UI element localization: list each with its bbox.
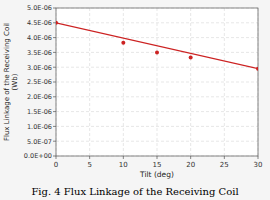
grid-line (56, 37, 258, 38)
line (56, 23, 258, 69)
tick-mark (224, 156, 225, 159)
chart: 0 5 10 15 20 25 30 0.0E+00 5.0E-07 1.0E-06 1.5E-06… (0, 0, 270, 200)
point (256, 67, 258, 71)
tick-label: 4.5E-06 (27, 19, 52, 27)
tick-mark (53, 111, 56, 112)
tick-mark (53, 22, 56, 23)
tick-mark (53, 8, 56, 9)
tick-label: 5.0E-07 (27, 138, 52, 146)
plot-area (56, 8, 258, 156)
tick-mark (190, 156, 191, 159)
tick-label: 30 (254, 161, 263, 169)
tick-label: 3.5E-06 (27, 49, 52, 57)
tick-mark (56, 156, 57, 159)
tick-label: 5 (87, 161, 91, 169)
plot-frame (56, 8, 258, 156)
grid-line (56, 22, 258, 23)
tick-label: 10 (119, 161, 128, 169)
grid-line (56, 111, 258, 112)
tick-mark (53, 67, 56, 68)
tick-label: 2.5E-06 (27, 78, 52, 86)
grid-line (56, 126, 258, 127)
title: Fig. 4 Flux Linkage of the Receiving Coi… (31, 186, 238, 197)
grid-line (56, 96, 258, 97)
point (189, 55, 193, 59)
tick-mark (53, 141, 56, 142)
tick-mark (53, 156, 56, 157)
tick-label: 2.0E-06 (27, 93, 52, 101)
tick-label: 1.0E-06 (27, 123, 52, 131)
y-axis-label-line: Flux Linkage of the Receiving Coil (3, 23, 11, 141)
ticks: 0 5 10 15 20 25 30 0.0E+00 5.0E-07 1.0E-06 1.5E-06… (24, 4, 263, 169)
tick-mark (53, 126, 56, 127)
y-axis-label: Flux Linkage of the Receiving Coil(Wb) (3, 23, 19, 141)
tick-mark (123, 156, 124, 159)
tick-label: 5.0E-06 (27, 4, 52, 12)
tick-label: 4.0E-06 (27, 34, 52, 42)
grid-line (56, 141, 258, 142)
grid-line (56, 67, 258, 68)
tick-mark (53, 37, 56, 38)
tick-label: 0 (54, 161, 58, 169)
tick-mark (89, 156, 90, 159)
grid (56, 8, 258, 156)
grid-line (56, 82, 258, 83)
point (155, 50, 159, 54)
marks (56, 21, 258, 71)
x-axis-label: Tilt (deg) (139, 170, 174, 179)
tick-label: 15 (153, 161, 162, 169)
tick-label: 3.0E-06 (27, 64, 52, 72)
background (0, 0, 270, 200)
tick-mark (157, 156, 158, 159)
y-axis-label-line: (Wb) (11, 73, 19, 90)
tick-label: 0.0E+00 (24, 152, 52, 160)
tick-label: 1.5E-06 (27, 108, 52, 116)
tick-mark (53, 82, 56, 83)
point (121, 41, 125, 45)
point (56, 21, 58, 25)
tick-label: 20 (186, 161, 195, 169)
tick-mark (53, 96, 56, 97)
tick-mark (258, 156, 259, 159)
tick-label: 25 (220, 161, 229, 169)
tick-mark (53, 52, 56, 53)
